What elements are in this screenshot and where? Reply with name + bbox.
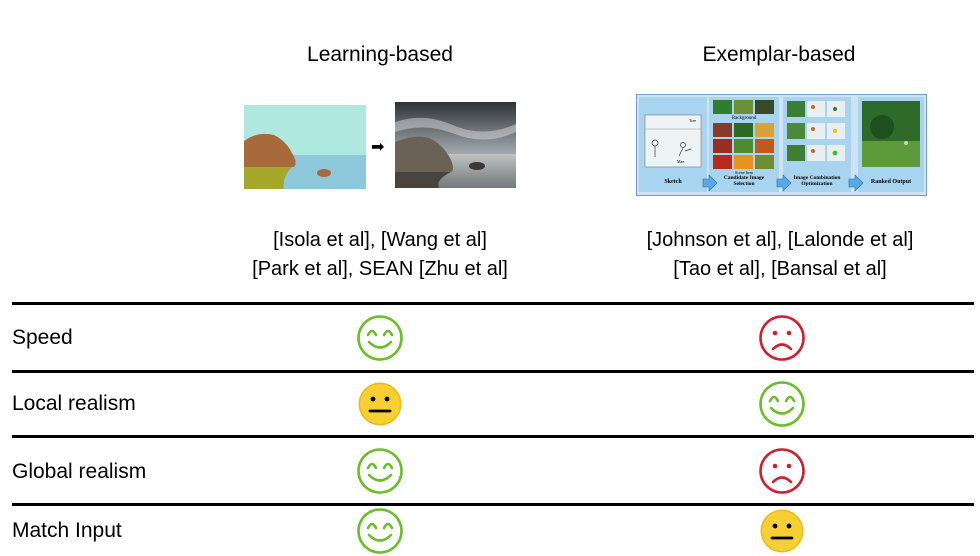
stage-combination-label: Image Combination Optimization <box>793 175 841 187</box>
exemplar-based-citations: [Johnson et al], [Lalonde et al] [Tao et… <box>570 226 980 284</box>
combination-thumbnails <box>787 101 845 161</box>
stage-sketch-label: Sketch <box>664 179 682 185</box>
combination-panel: Image Combination Optimization <box>783 97 851 192</box>
learning-cite-line-2: [Park et al], SEAN [Zhu et al] <box>252 258 508 280</box>
table-rule-1 <box>12 302 974 305</box>
table-rule-2 <box>12 370 974 373</box>
match-input-learning-face-icon <box>357 508 403 554</box>
sketch-man-label: Man <box>677 159 685 164</box>
ranked-output-image <box>862 101 920 167</box>
candidate-thumbnails <box>713 100 774 169</box>
learning-based-citations: [Isola et al], [Wang et al] [Park et al]… <box>170 226 590 284</box>
exemplar-cite-line-1: [Johnson et al], [Lalonde et al] <box>646 229 914 251</box>
row-label-speed: Speed <box>12 326 73 349</box>
table-rule-4 <box>12 503 974 506</box>
generated-photo <box>395 102 516 188</box>
exemplar-based-title: Exemplar-based <box>702 43 856 66</box>
arrow-icon: ➡ <box>371 137 385 156</box>
global-realism-learning-face-icon <box>357 448 403 494</box>
stage-candidate-label: Candidate Image Selection <box>723 175 765 187</box>
table-rule-3 <box>12 435 974 438</box>
exemplar-cite-line-2: [Tao et al], [Bansal et al] <box>673 258 887 280</box>
match-input-exemplar-face-icon <box>760 509 804 553</box>
sketch-panel: Tree Man Sketch <box>639 97 707 192</box>
scene-item-label: Scene Item <box>735 170 753 175</box>
learning-based-title: Learning-based <box>307 43 453 66</box>
semantic-label-map <box>244 105 366 189</box>
learning-cite-line-1: [Isola et al], [Wang et al] <box>273 229 487 251</box>
candidate-selection-panel: Background Scene Item Candidate Image Se… <box>709 97 779 192</box>
local-realism-learning-face-icon <box>358 382 402 426</box>
exemplar-pipeline-figure: Tree Man Sketch Background Scene Item Ca… <box>636 94 927 196</box>
speed-exemplar-face-icon <box>759 315 805 361</box>
row-label-match-input: Match Input <box>12 519 122 542</box>
row-label-local-realism: Local realism <box>12 392 136 415</box>
ranked-output-panel: Ranked Output <box>858 97 924 192</box>
background-label: Background <box>731 116 757 121</box>
global-realism-exemplar-face-icon <box>759 448 805 494</box>
speed-learning-face-icon <box>357 315 403 361</box>
sketch-drawing <box>644 114 702 168</box>
stage-ranked-label: Ranked Output <box>870 179 912 185</box>
local-realism-exemplar-face-icon <box>759 381 805 427</box>
row-label-global-realism: Global realism <box>12 460 147 483</box>
sketch-tree-label: Tree <box>689 118 697 123</box>
